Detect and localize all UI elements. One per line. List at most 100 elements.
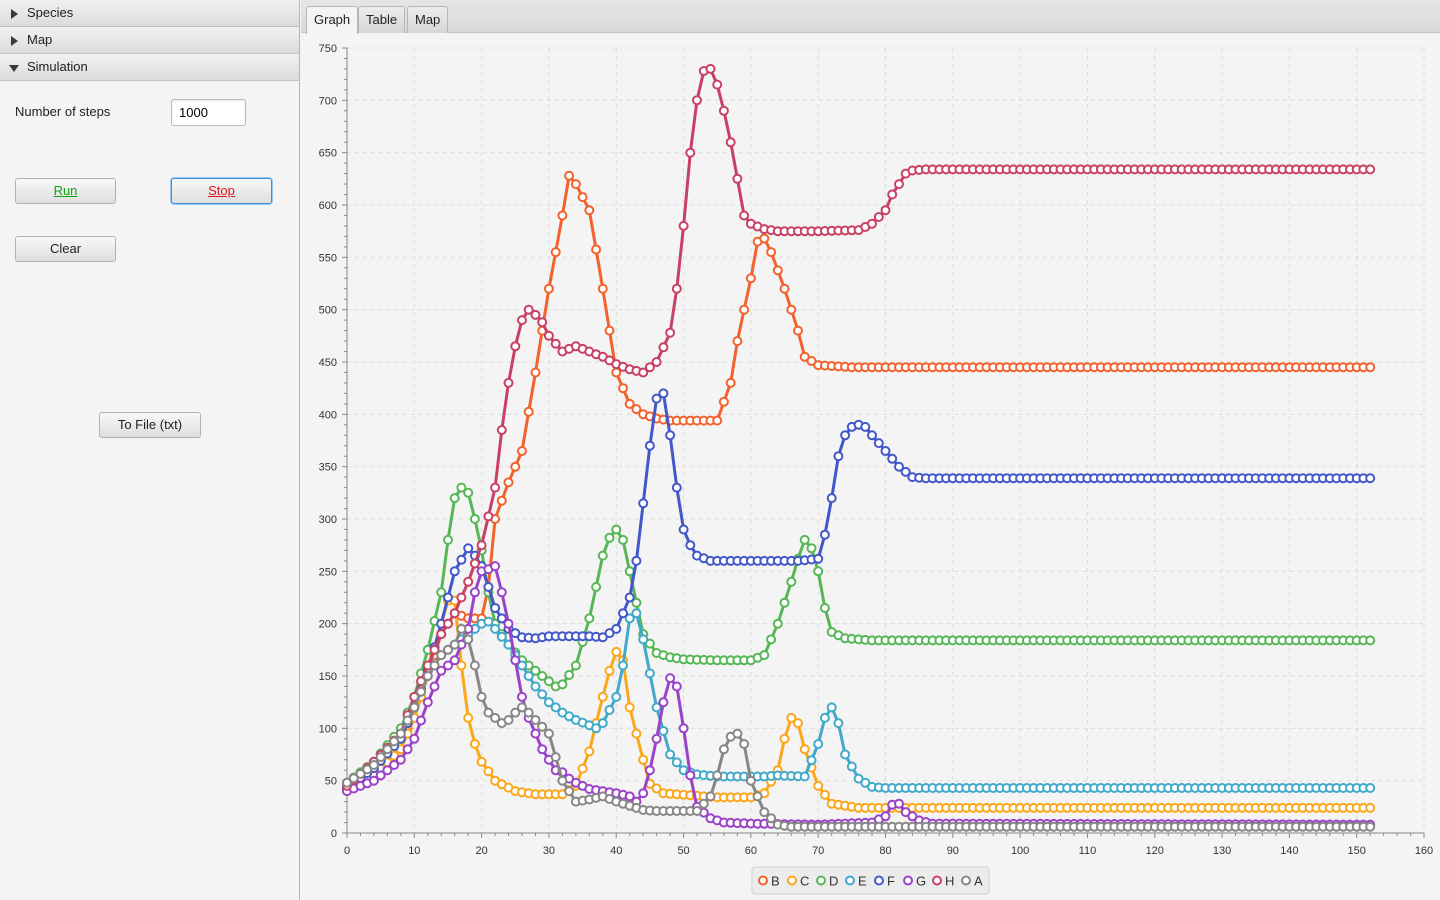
data-point-h <box>718 105 729 116</box>
data-point-d <box>570 660 581 671</box>
y-tick-label: 200 <box>319 619 337 631</box>
y-tick-label: 700 <box>319 95 337 107</box>
data-point-b <box>718 396 729 407</box>
data-point-a <box>1365 821 1376 832</box>
y-tick-label: 300 <box>319 514 337 526</box>
data-point-e <box>799 771 810 782</box>
data-point-h <box>894 179 904 190</box>
data-point-a <box>752 791 763 802</box>
data-point-e <box>651 702 662 713</box>
data-point-d <box>591 582 602 592</box>
tab-graph[interactable]: Graph <box>306 6 359 34</box>
data-point-h <box>436 629 447 640</box>
data-point-d <box>806 543 817 554</box>
data-point-a <box>550 752 561 763</box>
data-point-h <box>456 592 467 603</box>
data-point-d <box>597 550 608 561</box>
data-point-f <box>658 388 669 399</box>
x-tick-label: 40 <box>610 845 622 857</box>
x-tick-label: 30 <box>543 845 555 857</box>
data-point-e <box>550 702 561 713</box>
data-point-b <box>799 351 810 362</box>
data-point-g <box>469 587 480 598</box>
data-point-g <box>443 660 453 671</box>
data-point-h <box>887 189 898 200</box>
data-point-a <box>409 702 420 713</box>
data-point-e <box>483 616 494 627</box>
data-point-c <box>456 660 467 671</box>
tab-table[interactable]: Table <box>358 6 406 33</box>
data-point-h <box>644 362 655 373</box>
data-point-d <box>604 532 615 543</box>
data-point-f <box>490 603 501 613</box>
data-point-b <box>1365 362 1376 373</box>
data-point-g <box>496 587 507 598</box>
pane-header-map[interactable]: Map <box>0 27 299 54</box>
data-point-e <box>644 668 655 679</box>
data-point-a <box>342 777 352 788</box>
to-file-button[interactable]: To File (txt) <box>99 412 201 438</box>
data-point-a <box>382 744 393 755</box>
data-point-h <box>658 342 669 353</box>
data-point-e <box>638 634 649 645</box>
pane-header-label: Simulation <box>27 59 88 74</box>
data-point-h <box>543 330 554 341</box>
data-point-e <box>611 691 622 702</box>
data-point-d <box>799 534 810 545</box>
data-point-h <box>463 576 474 587</box>
data-point-g <box>368 775 379 786</box>
data-point-g <box>416 715 426 726</box>
data-point-f <box>833 451 844 462</box>
data-point-f <box>887 453 898 464</box>
data-point-g <box>678 723 689 734</box>
x-tick-label: 0 <box>344 845 350 857</box>
data-point-c <box>651 783 662 794</box>
data-point-e <box>665 749 676 760</box>
run-button[interactable]: Run <box>15 178 116 204</box>
data-point-a <box>490 712 501 723</box>
chevron-right-icon <box>11 9 18 19</box>
data-point-e <box>1365 783 1376 793</box>
data-point-c <box>819 789 830 800</box>
legend-label-c: C <box>800 874 809 889</box>
data-point-d <box>618 534 628 545</box>
data-point-f <box>840 430 851 441</box>
data-point-h <box>443 618 453 629</box>
data-point-a <box>416 686 426 697</box>
data-point-g <box>624 791 635 802</box>
y-tick-label: 150 <box>319 671 337 683</box>
data-point-b <box>584 205 595 216</box>
data-point-f <box>873 438 884 449</box>
data-point-f <box>678 524 689 535</box>
data-point-c <box>476 756 487 767</box>
data-point-a <box>469 660 480 671</box>
data-point-h <box>476 540 487 551</box>
stop-button[interactable]: Stop <box>171 178 272 204</box>
data-point-b <box>766 247 777 258</box>
data-point-d <box>819 603 830 613</box>
tab-map[interactable]: Map <box>407 6 449 33</box>
x-tick-label: 60 <box>745 845 757 857</box>
data-point-e <box>604 705 615 715</box>
data-point-g <box>449 655 460 666</box>
data-point-f <box>496 613 507 624</box>
data-point-a <box>718 744 729 755</box>
steps-input[interactable] <box>171 99 246 126</box>
data-point-e <box>496 631 507 642</box>
data-point-d <box>564 670 575 680</box>
data-point-e <box>806 755 817 766</box>
x-tick-label: 70 <box>812 845 824 857</box>
pane-header-simulation[interactable]: Simulation <box>0 54 299 81</box>
data-point-e <box>813 739 824 749</box>
data-point-d <box>530 665 541 676</box>
data-point-b <box>631 404 642 415</box>
data-point-g <box>422 697 433 708</box>
data-point-d <box>1365 635 1376 646</box>
legend-marker-h <box>932 875 942 886</box>
data-point-b <box>496 495 507 506</box>
simulation-pane-content: Number of steps Run Stop Clear To File (… <box>0 81 299 899</box>
pane-header-species[interactable]: Species <box>0 0 299 27</box>
clear-button[interactable]: Clear <box>15 236 116 262</box>
data-point-g <box>436 665 447 676</box>
data-point-g <box>894 798 904 809</box>
